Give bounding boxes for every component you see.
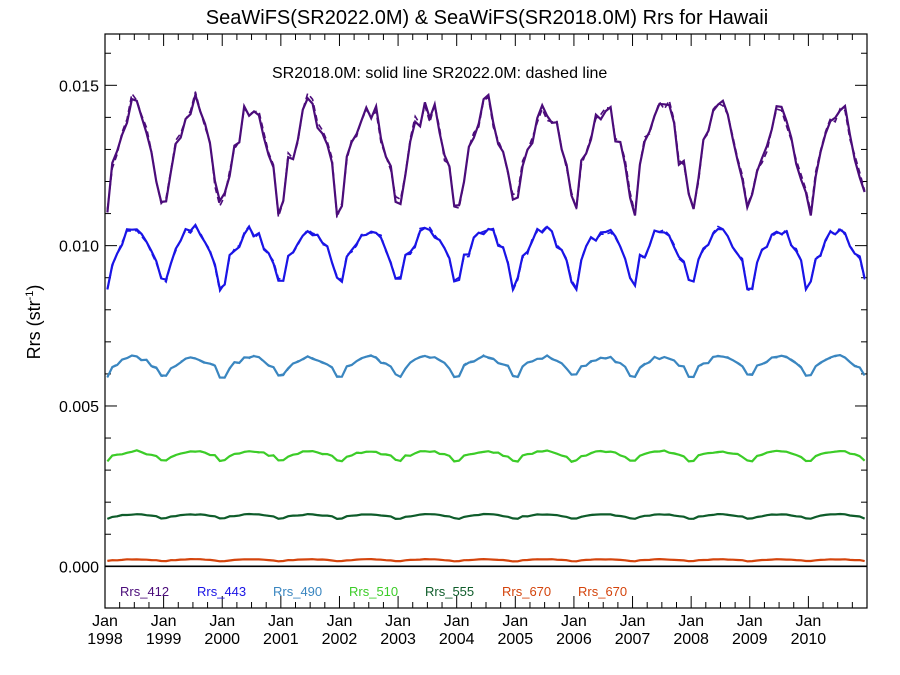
line-style-annotation: SR2018.0M: solid line SR2022.0M: dashed … (272, 65, 607, 82)
x-tick-month: Jan (737, 613, 763, 630)
x-tick-year: 2002 (322, 631, 358, 648)
x-tick-month: Jan (502, 613, 528, 630)
legend-entry: Rrs_670 (578, 584, 627, 599)
x-tick-month: Jan (151, 613, 177, 630)
x-tick-year: 2001 (263, 631, 299, 648)
x-tick-month: Jan (561, 613, 587, 630)
x-tick-year: 1998 (87, 631, 123, 648)
x-tick-month: Jan (92, 613, 118, 630)
x-tick-year: 2006 (556, 631, 592, 648)
series-line-solid-rrs-555 (106, 512, 866, 521)
series-line-dashed-rrs-443 (106, 224, 866, 294)
x-tick-year: 1999 (146, 631, 182, 648)
x-tick-year: 2008 (673, 631, 709, 648)
plot-frame (104, 33, 868, 609)
x-tick-year: 2009 (732, 631, 768, 648)
y-tick-label: 0.010 (59, 239, 99, 256)
legend-entry: Rrs_412 (120, 584, 169, 599)
x-tick-month: Jan (795, 613, 821, 630)
chart-title: SeaWiFS(SR2022.0M) & SeaWiFS(SR2018.0M) … (206, 7, 768, 29)
x-tick-month: Jan (327, 613, 353, 630)
x-tick-month: Jan (209, 613, 235, 630)
legend-entry: Rrs_443 (197, 584, 246, 599)
x-tick-month: Jan (620, 613, 646, 630)
series-line-solid-rrs-510 (106, 449, 866, 463)
y-axis-label: Rrs (str-1) (24, 285, 44, 360)
x-tick-year: 2005 (498, 631, 534, 648)
x-tick-month: Jan (678, 613, 704, 630)
series-line-solid-rrs-412 (106, 90, 866, 219)
legend-entry: Rrs_510 (349, 584, 398, 599)
x-tick-year: 2003 (380, 631, 416, 648)
series-line-solid-rrs-490 (106, 353, 866, 379)
series-line-solid-rrs-443 (106, 223, 866, 294)
axes-layer: 0.0000.0050.0100.015Jan1998Jan1999Jan200… (59, 34, 867, 648)
legend-entry: Rrs_670 (502, 584, 551, 599)
series-line-solid-rrs-670 (107, 557, 865, 563)
x-tick-month: Jan (268, 613, 294, 630)
x-tick-year: 2004 (439, 631, 475, 648)
y-tick-label: 0.000 (59, 559, 99, 576)
legend-entry: Rrs_555 (425, 584, 474, 599)
x-tick-month: Jan (444, 613, 470, 630)
x-tick-year: 2000 (204, 631, 240, 648)
y-tick-label: 0.015 (59, 78, 99, 95)
y-tick-label: 0.005 (59, 399, 99, 416)
x-tick-year: 2007 (615, 631, 651, 648)
x-tick-month: Jan (385, 613, 411, 630)
series-layer (106, 90, 866, 563)
x-tick-year: 2010 (791, 631, 827, 648)
legend: Rrs_412 Rrs_443 Rrs_490 Rrs_510 Rrs_555 Rrs_6… (120, 584, 627, 599)
legend-entry: Rrs_490 (273, 584, 322, 599)
